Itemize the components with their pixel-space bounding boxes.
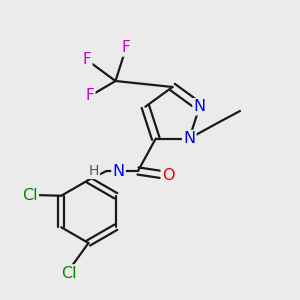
Text: Cl: Cl	[61, 266, 77, 280]
Text: O: O	[162, 168, 174, 183]
Text: F: F	[122, 40, 130, 56]
Text: N: N	[112, 164, 124, 178]
Text: H: H	[88, 164, 99, 178]
Text: F: F	[85, 88, 94, 104]
Text: N: N	[194, 99, 206, 114]
Text: Cl: Cl	[22, 188, 38, 202]
Text: F: F	[82, 52, 91, 68]
Text: N: N	[183, 131, 195, 146]
